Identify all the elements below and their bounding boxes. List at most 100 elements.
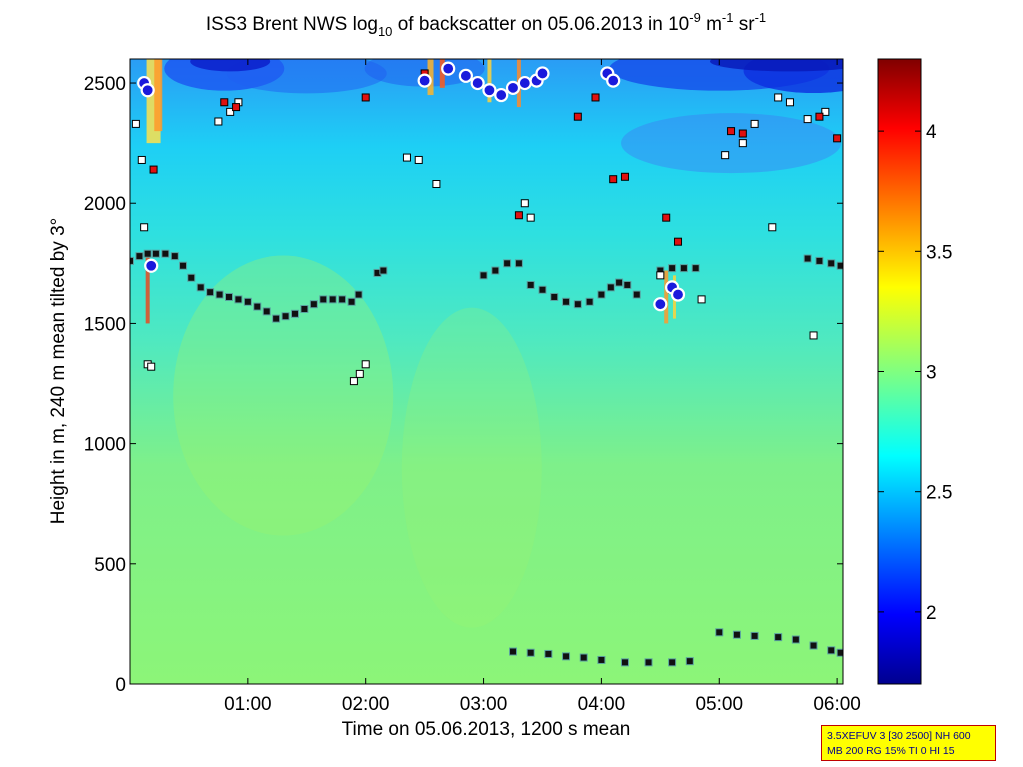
boundary-layer-top-marker-3 [151, 249, 160, 258]
surface-layer-marker-0 [509, 647, 518, 656]
upper-layer-marker-24 [821, 107, 830, 116]
cb-tick-label-2: 3 [926, 363, 937, 384]
boundary-layer-top-marker-18 [290, 309, 299, 318]
chart-title: ISS3 Brent NWS log10 of backscatter on 0… [206, 10, 766, 39]
field-blob-8 [173, 255, 394, 536]
strong-echo-marker-3 [417, 73, 432, 88]
backscatter-field [130, 59, 843, 684]
upper-layer-marker-4 [147, 362, 156, 371]
boundary-layer-top-marker-46 [691, 264, 700, 273]
boundary-layer-top-marker-30 [503, 259, 512, 268]
boundary-layer-top-marker-15 [262, 307, 271, 316]
upper-layer-marker-21 [774, 93, 783, 102]
boundary-layer-top-marker-49 [827, 259, 836, 268]
red-highlights-marker-5 [514, 211, 523, 220]
boundary-layer-top-marker-8 [196, 283, 205, 292]
y-tick-label-5: 2500 [84, 74, 126, 95]
colorbar-ticks: 2 2.5 3 3.5 4 [878, 122, 952, 624]
surface-layer-marker-6 [620, 658, 629, 667]
surface-layer-marker-15 [809, 641, 818, 650]
x-axis-label: Time on 05.06.2013, 1200 s mean [342, 719, 631, 740]
y-axis: 0 500 1000 1500 2000 2500 [84, 74, 843, 696]
strong-echo-marker-1 [140, 83, 155, 98]
upper-layer-marker-0 [131, 119, 140, 128]
y-tick-label-0: 0 [115, 675, 126, 696]
x-tick-label-4: 05:00 [695, 694, 743, 715]
strong-echo-marker-7 [482, 83, 497, 98]
boundary-layer-top-marker-48 [815, 256, 824, 265]
boundary-layer-top-marker-23 [338, 295, 347, 304]
boundary-layer-top-marker-38 [597, 290, 606, 299]
field-blob-5 [190, 59, 271, 72]
y-tick-label-4: 2000 [84, 194, 126, 215]
strong-echo-marker-8 [494, 87, 509, 103]
x-tick-label-5: 06:00 [813, 694, 861, 715]
strong-echo-marker-15 [653, 297, 668, 312]
boundary-layer-top-marker-35 [562, 297, 571, 306]
boundary-layer-top-marker-39 [606, 283, 615, 292]
field-streak-5 [487, 59, 492, 103]
upper-layer-marker-16 [656, 271, 665, 280]
upper-layer-marker-2 [140, 223, 149, 232]
red-highlights-marker-12 [727, 127, 736, 136]
red-highlights-marker-2 [232, 103, 241, 112]
boundary-layer-top-marker-45 [679, 264, 688, 273]
y-tick-label-3: 1500 [84, 314, 126, 335]
boundary-layer-top-marker-24 [347, 297, 356, 306]
boundary-layer-top-marker-25 [354, 290, 363, 299]
boundary-layer-top-marker-6 [179, 261, 188, 270]
field-blob-7 [621, 113, 842, 174]
red-highlights-marker-3 [361, 93, 370, 102]
upper-layer-marker-19 [738, 139, 747, 148]
field-streak-7 [664, 270, 669, 324]
boundary-layer-top-marker-16 [272, 314, 281, 323]
y-tick-label-1: 500 [94, 555, 126, 576]
upper-layer-marker-18 [721, 151, 730, 160]
boundary-layer-top-marker-11 [224, 292, 233, 301]
upper-layer-marker-25 [809, 331, 818, 340]
red-highlights-marker-0 [149, 165, 158, 174]
upper-layer-marker-15 [526, 213, 535, 222]
boundary-layer-top-marker-17 [281, 312, 290, 321]
strong-echo-marker-10 [517, 75, 532, 91]
strong-echo-marker-6 [470, 75, 485, 91]
field-blob-4 [743, 59, 843, 94]
red-highlights-marker-1 [220, 98, 229, 107]
surface-layer-marker-10 [715, 628, 724, 637]
surface-layer-marker-3 [562, 652, 571, 661]
strong-echo-marker-14 [606, 73, 621, 88]
surface-layer-marker-12 [750, 631, 759, 640]
boundary-layer-top-marker-9 [206, 288, 215, 297]
boundary-layer-top-marker-29 [491, 266, 500, 275]
plot-area [130, 59, 843, 684]
strong-echo-marker-4 [441, 61, 456, 76]
upper-layer-marker-22 [785, 98, 794, 107]
red-highlights-marker-14 [815, 112, 824, 121]
surface-layer-marker-1 [526, 648, 535, 657]
field-streak-2 [145, 251, 150, 324]
red-highlights-marker-11 [674, 237, 683, 246]
boundary-layer-top-marker-4 [161, 249, 170, 258]
field-blob-9 [401, 307, 542, 628]
upper-layer-marker-6 [226, 107, 235, 116]
red-highlights-marker-7 [591, 93, 600, 102]
red-highlights-marker-15 [833, 134, 842, 143]
boundary-layer-top-marker-5 [170, 252, 179, 261]
field-features [145, 59, 843, 628]
surface-layer-marker-5 [597, 655, 606, 664]
upper-layer-marker-12 [414, 155, 423, 164]
boundary-layer-top-marker-1 [135, 252, 144, 261]
boundary-layer-top-marker-33 [538, 285, 547, 294]
surface-layer-marker-9 [685, 657, 694, 666]
surface-layer-marker-13 [774, 633, 783, 642]
surface-layer-marker-16 [827, 646, 836, 655]
surface-layer-marker-2 [544, 649, 553, 658]
x-tick-label-3: 04:00 [578, 694, 626, 715]
cb-tick-label-0: 2 [926, 603, 937, 624]
upper-layer-marker-9 [355, 369, 364, 378]
upper-layer-marker-5 [214, 117, 223, 126]
boundary-layer-top-marker-31 [514, 259, 523, 268]
boundary-layer-top-marker-20 [309, 300, 318, 309]
boundary-layer-top-marker-10 [215, 290, 224, 299]
boundary-layer-top-marker-22 [328, 295, 337, 304]
